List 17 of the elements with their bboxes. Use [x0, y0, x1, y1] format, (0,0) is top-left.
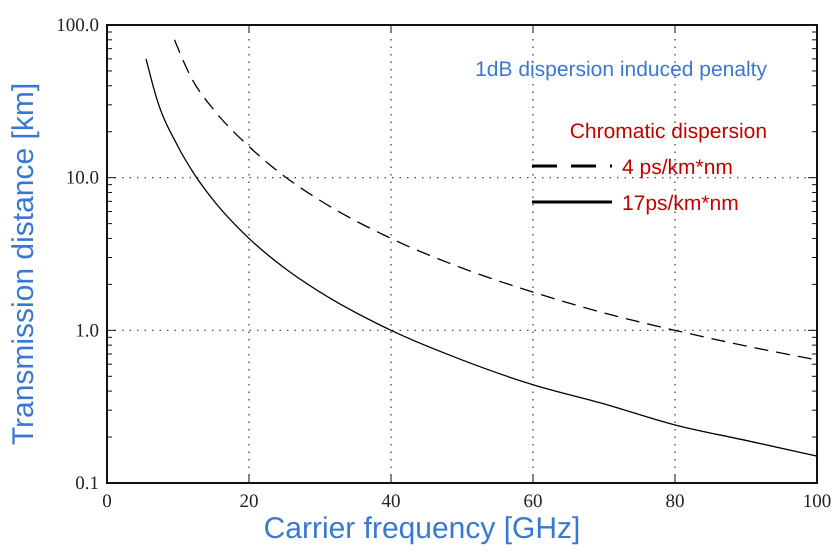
line-series: [145, 58, 818, 457]
y-tick-label: 10.0: [66, 168, 99, 189]
y-tick-label: 1.0: [75, 320, 99, 342]
x-tick-label: 60: [524, 491, 542, 512]
annotation: 1dB dispersion induced penalty: [475, 58, 768, 81]
y-tick-label: 0.1: [75, 473, 99, 494]
legend-title: Chromatic dispersion: [570, 120, 767, 143]
legend-label: 4 ps/km*nm: [622, 156, 733, 179]
x-tick-label: 20: [240, 491, 258, 512]
x-tick-label: 100: [802, 491, 832, 512]
y-tick-label: 100.0: [56, 15, 99, 36]
x-axis-title: Carrier frequency [GHz]: [264, 512, 580, 545]
x-tick-label: 40: [382, 491, 400, 512]
x-tick-label: 0: [102, 491, 112, 512]
x-tick-label: 80: [666, 491, 684, 512]
y-axis-title: Transmission distance [km]: [7, 82, 40, 446]
legend-label: 17ps/km*nm: [622, 192, 739, 215]
